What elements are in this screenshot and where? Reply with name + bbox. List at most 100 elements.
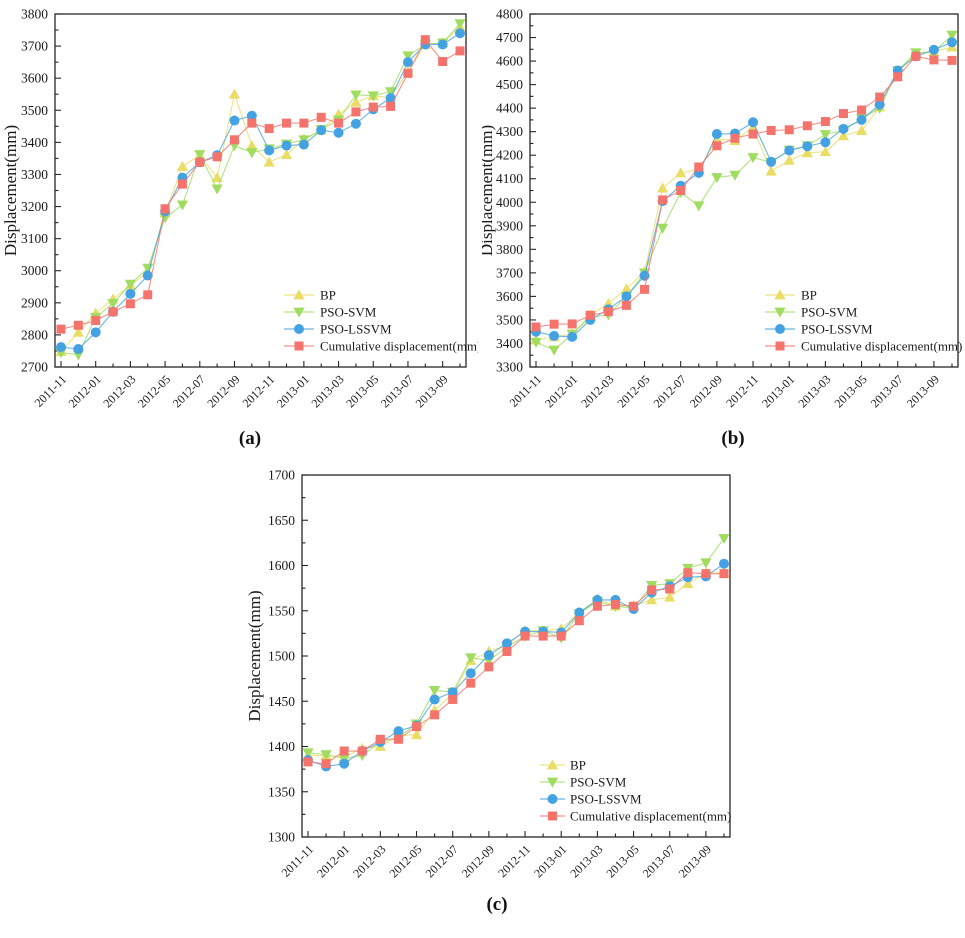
svg-text:2013-09: 2013-09 [413, 372, 451, 410]
svg-text:4000: 4000 [496, 195, 523, 210]
svg-text:3300: 3300 [496, 360, 523, 375]
svg-text:2012-07: 2012-07 [170, 372, 208, 410]
svg-text:2012-11: 2012-11 [723, 372, 761, 410]
svg-text:4100: 4100 [496, 171, 523, 186]
svg-text:1300: 1300 [268, 830, 295, 845]
svg-text:PSO-LSSVM: PSO-LSSVM [320, 322, 392, 337]
svg-text:4200: 4200 [496, 148, 523, 163]
svg-text:2011-11: 2011-11 [507, 372, 545, 410]
svg-text:2012-09: 2012-09 [459, 842, 497, 880]
svg-text:PSO-SVM: PSO-SVM [801, 305, 858, 320]
svg-text:2012-11: 2012-11 [239, 372, 277, 410]
svg-text:2012-05: 2012-05 [614, 372, 652, 410]
svg-text:2013-01: 2013-01 [531, 842, 569, 880]
svg-text:BP: BP [320, 288, 336, 303]
svg-text:4300: 4300 [496, 124, 523, 139]
svg-text:1450: 1450 [268, 694, 295, 709]
svg-text:1600: 1600 [268, 558, 295, 573]
svg-text:BP: BP [570, 758, 586, 773]
svg-text:1650: 1650 [268, 513, 295, 528]
svg-text:2013-01: 2013-01 [274, 372, 312, 410]
chart-block-b: 3300 3400 3500 3600 3700 3800 3900 4000 4100 4200… [482, 0, 965, 458]
svg-text:2013-09: 2013-09 [676, 842, 714, 880]
svg-text:Cumulative displacement(mm): Cumulative displacement(mm) [570, 809, 731, 824]
svg-text:3500: 3500 [21, 103, 48, 118]
svg-text:2013-03: 2013-03 [309, 372, 347, 410]
y-axis-title: Displacement(mm) [245, 590, 264, 721]
svg-text:2012-07: 2012-07 [423, 842, 461, 880]
series-chart-a [55, 19, 466, 361]
svg-text:2013-03: 2013-03 [567, 842, 605, 880]
y-axis-title: Displacement(mm) [1, 125, 20, 256]
svg-text:2012-07: 2012-07 [651, 372, 689, 410]
svg-text:3800: 3800 [21, 7, 48, 22]
chart-b-caption: (b) [721, 428, 745, 449]
svg-text:Cumulative displacement(mm): Cumulative displacement(mm) [320, 339, 478, 354]
chart-c-caption: (c) [486, 894, 508, 915]
svg-text:2012-03: 2012-03 [350, 842, 388, 880]
svg-text:4600: 4600 [496, 54, 523, 69]
svg-text:3900: 3900 [496, 218, 523, 233]
svg-text:3700: 3700 [496, 265, 523, 280]
svg-text:4800: 4800 [496, 7, 523, 22]
svg-text:2013-07: 2013-07 [868, 372, 906, 410]
svg-text:1550: 1550 [268, 603, 295, 618]
svg-text:1350: 1350 [268, 784, 295, 799]
svg-text:3500: 3500 [496, 312, 523, 327]
svg-text:2900: 2900 [21, 295, 48, 310]
svg-text:3200: 3200 [21, 199, 48, 214]
chart-b-plot: 3300 3400 3500 3600 3700 3800 3900 4000 4100 4200… [482, 7, 962, 411]
svg-text:2700: 2700 [21, 360, 48, 375]
svg-text:2013-09: 2013-09 [904, 372, 942, 410]
svg-text:2013-07: 2013-07 [640, 842, 678, 880]
svg-text:2012-05: 2012-05 [386, 842, 424, 880]
svg-text:3600: 3600 [496, 289, 523, 304]
svg-text:1500: 1500 [268, 649, 295, 664]
svg-text:PSO-LSSVM: PSO-LSSVM [801, 322, 873, 337]
svg-text:2013-07: 2013-07 [378, 372, 416, 410]
svg-text:2013-05: 2013-05 [604, 842, 642, 880]
svg-text:2800: 2800 [21, 327, 48, 342]
svg-text:3800: 3800 [496, 242, 523, 257]
series-chart-b [530, 30, 958, 356]
svg-text:3000: 3000 [21, 263, 48, 278]
svg-text:BP: BP [801, 288, 817, 303]
svg-text:3400: 3400 [21, 135, 48, 150]
svg-text:2012-03: 2012-03 [578, 372, 616, 410]
svg-text:2013-05: 2013-05 [832, 372, 870, 410]
svg-text:2012-05: 2012-05 [135, 372, 173, 410]
svg-text:2012-01: 2012-01 [542, 372, 580, 410]
svg-text:4700: 4700 [496, 30, 523, 45]
legend-chart-c: BP PSO-SVM PSO-LSSVM Cumulative displacemen… [540, 758, 731, 824]
svg-text:2012-09: 2012-09 [687, 372, 725, 410]
svg-text:PSO-SVM: PSO-SVM [320, 305, 377, 320]
svg-text:2012-03: 2012-03 [100, 372, 138, 410]
svg-text:4500: 4500 [496, 77, 523, 92]
chart-c-plot: 1300 1350 1400 1450 1500 1550 1600 1650 1700 2011… [245, 468, 731, 881]
svg-text:1400: 1400 [268, 739, 295, 754]
svg-text:3100: 3100 [21, 231, 48, 246]
chart-block-c: 1300 1350 1400 1450 1500 1550 1600 1650 1700 2011… [240, 462, 750, 938]
svg-text:PSO-LSSVM: PSO-LSSVM [570, 792, 642, 807]
chart-a-plot: 2700 2800 2900 3000 3100 3200 3300 3400 3500 3600… [1, 7, 478, 411]
svg-text:PSO-SVM: PSO-SVM [570, 775, 627, 790]
svg-text:3400: 3400 [496, 336, 523, 351]
svg-text:2013-03: 2013-03 [795, 372, 833, 410]
svg-text:2013-05: 2013-05 [343, 372, 381, 410]
svg-text:2012-11: 2012-11 [495, 842, 533, 880]
svg-text:Cumulative displacement(mm): Cumulative displacement(mm) [801, 339, 962, 354]
svg-text:3600: 3600 [21, 71, 48, 86]
y-axis-title: Displacement(mm) [482, 125, 496, 256]
chart-a-caption: (a) [238, 428, 262, 449]
chart-block-a: 2700 2800 2900 3000 3100 3200 3300 3400 3500 3600… [0, 0, 478, 458]
svg-text:3300: 3300 [21, 167, 48, 182]
svg-text:2012-01: 2012-01 [314, 842, 352, 880]
legend-chart-b: BP PSO-SVM PSO-LSSVM Cumulative displacemen… [765, 288, 962, 354]
series-chart-c [302, 533, 730, 772]
svg-text:2012-01: 2012-01 [66, 372, 104, 410]
legend-chart-a: BP PSO-SVM PSO-LSSVM Cumulative displacemen… [284, 288, 478, 354]
svg-text:1700: 1700 [268, 468, 295, 483]
svg-text:3700: 3700 [21, 39, 48, 54]
svg-text:2011-11: 2011-11 [32, 372, 70, 410]
